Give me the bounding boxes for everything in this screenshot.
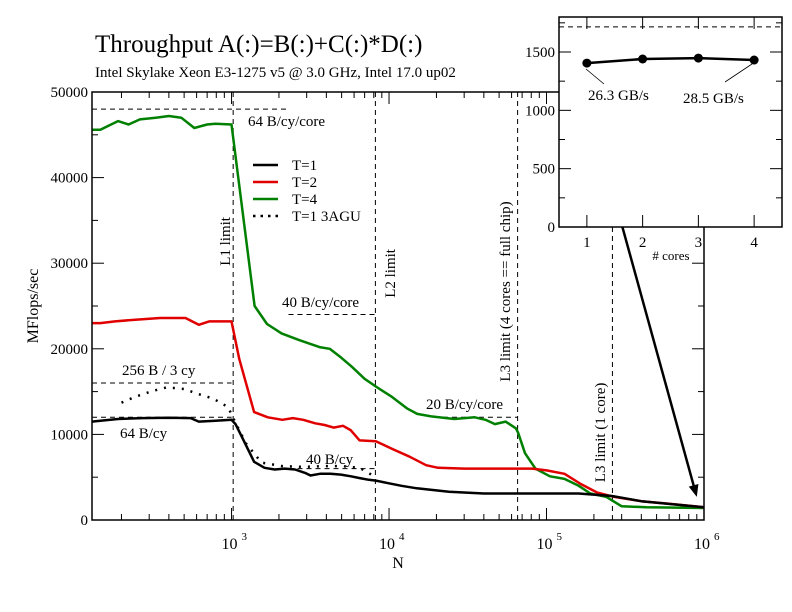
ref-label-40-b-cy-core: 40 B/cy/core xyxy=(282,295,359,311)
y-tick-label: 0 xyxy=(81,513,89,529)
legend: T=1 T=2 T=4 T=1 3AGU xyxy=(253,158,361,225)
x-tick-label: 10 xyxy=(379,536,395,553)
inset-data-point xyxy=(693,53,703,63)
series-t-2 xyxy=(92,316,705,509)
ref-label-256-b-3-cy: 256 B / 3 cy xyxy=(122,363,196,379)
inset-series xyxy=(582,53,759,68)
ref-label-40-b-cy: 40 B/cy xyxy=(306,452,354,468)
main-plot: 64 B/cy/core 40 B/cy/core 20 B/cy/core 256 … xyxy=(25,85,720,572)
inset-data-point xyxy=(749,55,759,65)
x-tick-exponent: 6 xyxy=(714,531,720,543)
ref-label-l1-limit: L1 limit xyxy=(218,216,234,266)
series-t-4 xyxy=(92,114,705,510)
x-tick-label: 10 xyxy=(222,536,238,553)
arrow-head-icon xyxy=(688,483,699,497)
annotation-leader-1 xyxy=(585,68,605,85)
chart-title: Throughput A(:)=B(:)+C(:)*D(:) xyxy=(95,31,422,58)
x-tick-label: 10 xyxy=(537,536,553,553)
inset-plot: 1 2 3 4 0 500 1000 1500 # cores 26.3 GB/s 28.5… xyxy=(525,16,783,263)
x-tick-label: 10 xyxy=(694,536,710,553)
y-tick-label: 40000 xyxy=(51,171,89,187)
inset-x-tick-label: 4 xyxy=(750,235,758,251)
y-tick-label: 30000 xyxy=(51,256,89,272)
series-t-1 xyxy=(91,416,705,509)
inset-y-tick-label: 0 xyxy=(548,220,556,236)
ref-label-l3-limit-4-cores-full-chip: L3 limit (4 cores == full chip) xyxy=(498,201,514,381)
legend-label-t4: T=4 xyxy=(292,192,318,208)
ref-label-l2-limit: L2 limit xyxy=(383,248,399,298)
inset-data-point xyxy=(638,54,648,64)
annotation-28-5: 28.5 GB/s xyxy=(683,91,744,107)
ref-label-64-b-cy: 64 B/cy xyxy=(120,426,168,442)
inset-y-tick-label: 500 xyxy=(533,162,556,178)
chart-subtitle: Intel Skylake Xeon E3-1275 v5 @ 3.0 GHz,… xyxy=(95,65,456,81)
y-tick-label: 10000 xyxy=(51,427,89,443)
series-group xyxy=(91,114,705,510)
ref-label-20-b-cy-core: 20 B/cy/core xyxy=(426,397,503,413)
inset-background xyxy=(559,17,782,227)
inset-series-line xyxy=(586,56,755,65)
inset-y-axis: 0 500 1000 1500 xyxy=(525,22,782,236)
inset-x-tick-label: 2 xyxy=(639,235,647,251)
inset-frame xyxy=(558,16,783,228)
x-tick-exponent: 5 xyxy=(557,531,563,543)
legend-label-t1-3agu: T=1 3AGU xyxy=(292,209,361,225)
y-tick-label: 50000 xyxy=(51,85,89,101)
annotation-leader-4 xyxy=(724,63,753,83)
y-tick-label: 20000 xyxy=(51,342,89,358)
inset-x-tick-label: 3 xyxy=(695,235,703,251)
inset-x-tick-label: 1 xyxy=(583,235,591,251)
inset-y-tick-label: 1000 xyxy=(525,103,555,119)
y-axis-label: MFlops/sec xyxy=(25,269,42,344)
legend-label-t2: T=2 xyxy=(292,175,317,191)
x-tick-exponent: 4 xyxy=(399,531,405,543)
legend-label-t1: T=1 xyxy=(292,158,317,174)
ref-label-64-b-cy-core: 64 B/cy/core xyxy=(248,114,325,130)
reference-lines: 64 B/cy/core 40 B/cy/core 20 B/cy/core 256 … xyxy=(92,92,613,520)
inset-x-axis: 1 2 3 4 xyxy=(583,17,758,251)
x-tick-exponent: 3 xyxy=(242,531,248,543)
annotation-26-3: 26.3 GB/s xyxy=(588,88,649,104)
x-axis-label: N xyxy=(392,555,404,572)
inset-x-axis-label: # cores xyxy=(652,248,689,263)
inset-y-tick-label: 1500 xyxy=(525,45,555,61)
ref-label-l3-limit-1-core: L3 limit (1 core) xyxy=(593,383,609,483)
inset-data-point xyxy=(582,58,592,68)
x-axis: 10 3 10 4 10 5 10 6 xyxy=(120,92,720,553)
